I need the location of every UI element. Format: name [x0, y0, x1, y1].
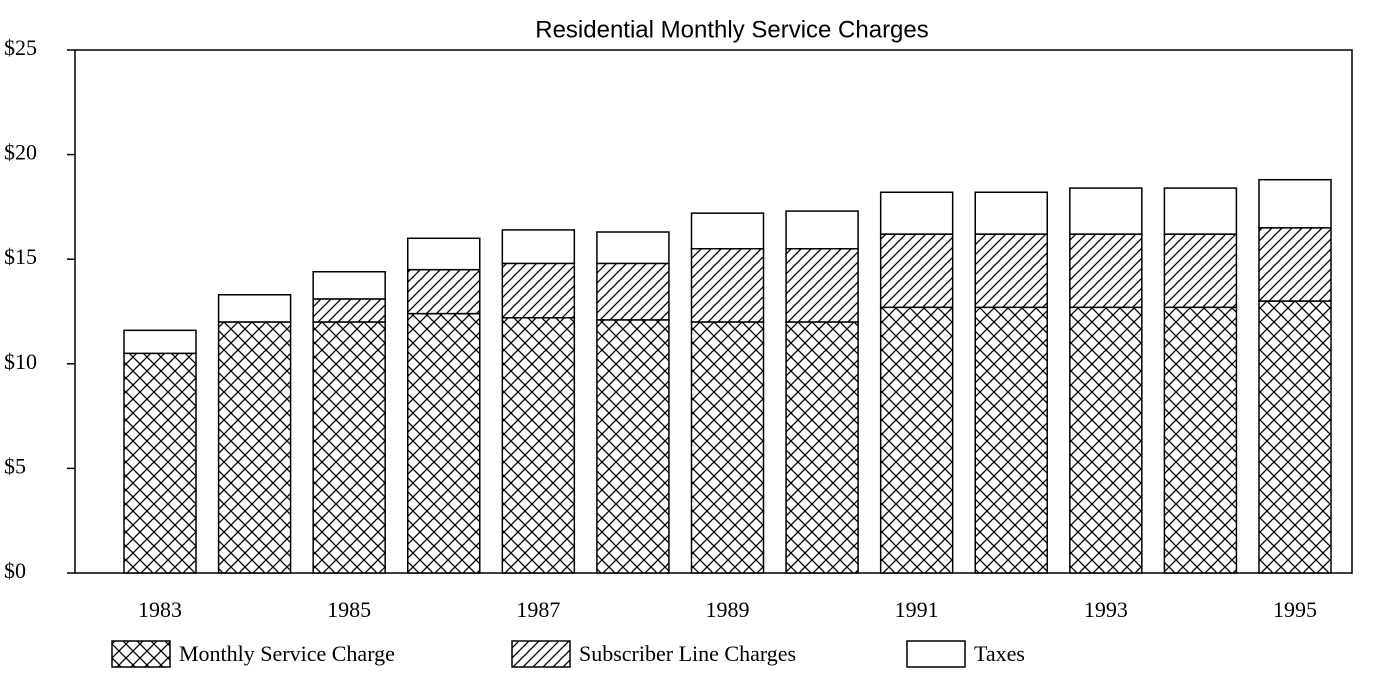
- x-tick-label: 1993: [1084, 597, 1128, 622]
- y-tick-label: $20: [4, 140, 37, 165]
- bar-segment: [312, 271, 386, 300]
- bar-segment: [785, 321, 859, 574]
- legend-swatch: [111, 640, 171, 668]
- bar-segment: [1258, 178, 1332, 229]
- bar-segment: [974, 191, 1048, 235]
- y-tick-label: $10: [4, 349, 37, 374]
- bar-segment: [785, 247, 859, 323]
- x-tick-label: 1995: [1273, 597, 1317, 622]
- bar-segment: [1163, 187, 1238, 235]
- bar-segment: [1163, 233, 1238, 309]
- bar-segment: [312, 298, 386, 323]
- bar-segment: [879, 306, 954, 574]
- y-tick-label: $15: [4, 244, 37, 269]
- bar-segment: [879, 191, 954, 235]
- x-tick-label: 1991: [895, 597, 939, 622]
- bar-segment: [1258, 227, 1332, 302]
- legend-swatch: [511, 640, 571, 668]
- bar-segment: [501, 317, 576, 574]
- bar-segment: [690, 247, 765, 323]
- legend-swatch: [906, 640, 966, 668]
- legend-label: Taxes: [974, 641, 1025, 666]
- bar-segment: [596, 262, 670, 321]
- bar-segment: [217, 294, 292, 323]
- y-tick-label: $5: [4, 453, 26, 478]
- x-tick-label: 1983: [138, 597, 182, 622]
- legend-label: Subscriber Line Charges: [579, 641, 796, 666]
- bar-segment: [974, 233, 1048, 309]
- bar-segment: [407, 312, 481, 574]
- x-tick-label: 1989: [706, 597, 750, 622]
- bar-segment: [596, 319, 670, 574]
- bar-segment: [1258, 300, 1332, 574]
- bar-segment: [690, 212, 765, 250]
- bar-segment: [974, 306, 1048, 574]
- bar-segment: [1069, 187, 1143, 235]
- bar-segment: [1069, 306, 1143, 574]
- bar-segment: [690, 321, 765, 574]
- bar-segment: [596, 231, 670, 265]
- bar-segment: [1163, 306, 1238, 574]
- bar-segment: [217, 321, 292, 574]
- x-tick-label: 1987: [516, 597, 560, 622]
- bar-segment: [312, 321, 386, 574]
- bar-segment: [123, 352, 197, 574]
- bar-segment: [785, 210, 859, 250]
- x-tick-label: 1985: [327, 597, 371, 622]
- bar-segment: [123, 329, 197, 355]
- bar-segment: [879, 233, 954, 309]
- bar-segment: [1069, 233, 1143, 309]
- chart-title: Residential Monthly Service Charges: [535, 16, 929, 43]
- bar-segment: [407, 268, 481, 315]
- bar-segment: [407, 237, 481, 271]
- y-tick-label: $25: [4, 35, 37, 60]
- y-tick-label: $0: [4, 558, 26, 583]
- bar-segment: [501, 262, 576, 319]
- legend-label: Monthly Service Charge: [179, 641, 395, 666]
- bar-segment: [501, 229, 576, 265]
